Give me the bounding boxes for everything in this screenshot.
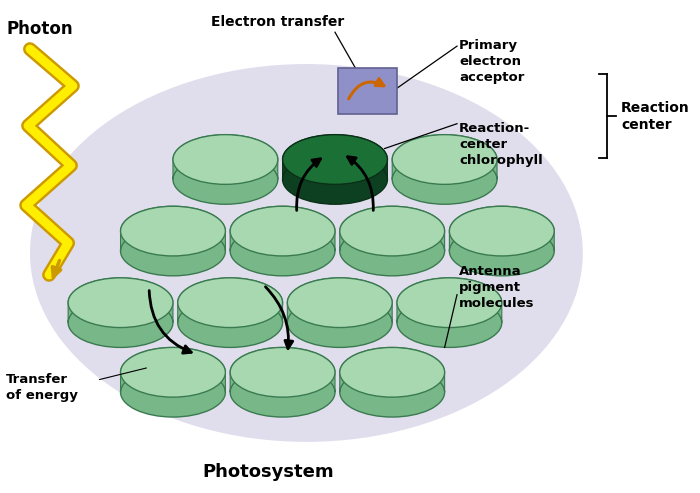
Polygon shape xyxy=(230,206,335,251)
Ellipse shape xyxy=(340,367,444,417)
FancyBboxPatch shape xyxy=(338,68,397,114)
Polygon shape xyxy=(178,278,283,322)
Ellipse shape xyxy=(230,348,335,397)
Ellipse shape xyxy=(287,278,392,327)
Ellipse shape xyxy=(173,154,278,204)
Text: Reaction
center: Reaction center xyxy=(621,101,690,132)
Ellipse shape xyxy=(178,278,283,327)
Ellipse shape xyxy=(178,298,283,348)
Polygon shape xyxy=(397,278,502,322)
Ellipse shape xyxy=(230,367,335,417)
Ellipse shape xyxy=(449,226,554,276)
Polygon shape xyxy=(392,135,497,179)
Ellipse shape xyxy=(230,206,335,256)
Polygon shape xyxy=(120,206,225,251)
Polygon shape xyxy=(449,206,554,251)
Polygon shape xyxy=(340,206,444,251)
Ellipse shape xyxy=(230,226,335,276)
Polygon shape xyxy=(283,135,387,179)
Polygon shape xyxy=(230,348,335,392)
Ellipse shape xyxy=(30,64,583,442)
Ellipse shape xyxy=(173,135,278,184)
Ellipse shape xyxy=(120,367,225,417)
Text: Electron transfer: Electron transfer xyxy=(211,15,344,29)
Polygon shape xyxy=(287,278,392,322)
Ellipse shape xyxy=(392,154,497,204)
Text: Antenna
pigment
molecules: Antenna pigment molecules xyxy=(459,265,534,310)
Text: Transfer
of energy: Transfer of energy xyxy=(6,373,78,402)
Ellipse shape xyxy=(120,206,225,256)
Ellipse shape xyxy=(392,135,497,184)
Polygon shape xyxy=(340,348,444,392)
Polygon shape xyxy=(120,348,225,392)
Ellipse shape xyxy=(397,298,502,348)
Ellipse shape xyxy=(449,206,554,256)
Text: Primary
electron
acceptor: Primary electron acceptor xyxy=(459,39,524,84)
Ellipse shape xyxy=(340,206,444,256)
Text: Photosystem: Photosystem xyxy=(202,463,334,481)
Text: Reaction-
center
chlorophyll: Reaction- center chlorophyll xyxy=(459,122,542,167)
Ellipse shape xyxy=(120,348,225,397)
Ellipse shape xyxy=(287,298,392,348)
Polygon shape xyxy=(173,135,278,179)
Ellipse shape xyxy=(68,278,173,327)
Ellipse shape xyxy=(397,278,502,327)
Text: Photon: Photon xyxy=(6,20,73,38)
Ellipse shape xyxy=(340,226,444,276)
Polygon shape xyxy=(68,278,173,322)
Ellipse shape xyxy=(283,135,387,184)
Ellipse shape xyxy=(120,226,225,276)
Ellipse shape xyxy=(340,348,444,397)
Ellipse shape xyxy=(283,154,387,204)
Ellipse shape xyxy=(68,298,173,348)
